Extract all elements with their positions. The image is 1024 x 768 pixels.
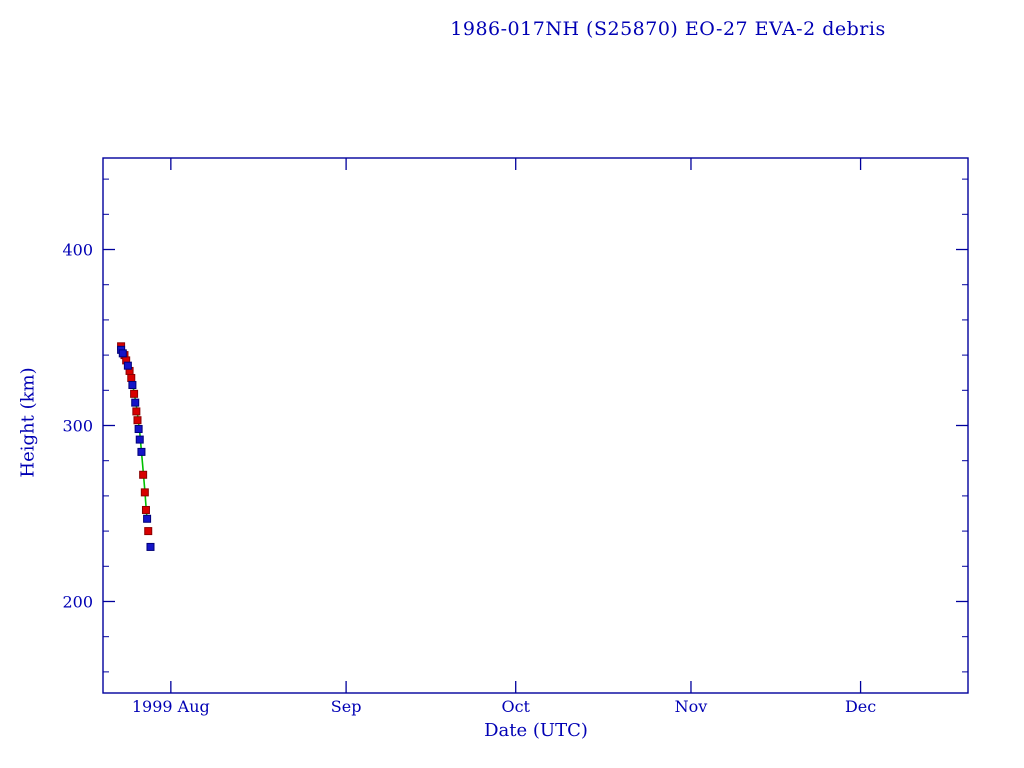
x-tick-label: Dec xyxy=(845,697,876,716)
data-point-perigee-height xyxy=(135,435,144,444)
y-tick-label: 400 xyxy=(62,241,93,260)
chart-title: 1986-017NH (S25870) EO-27 EVA-2 debris xyxy=(450,18,886,40)
data-point-apogee-height xyxy=(139,470,148,479)
data-point-perigee-height xyxy=(143,514,152,523)
y-axis-label: Height (km) xyxy=(17,367,39,478)
data-point-apogee-height xyxy=(133,416,142,425)
x-tick-label: Sep xyxy=(331,697,362,716)
data-point-perigee-height xyxy=(118,349,127,358)
data-point-perigee-height xyxy=(131,398,140,407)
x-tick-label: Oct xyxy=(501,697,530,716)
axis-frame xyxy=(102,157,969,694)
data-point-apogee-height xyxy=(144,527,153,536)
data-point-perigee-height xyxy=(137,447,146,456)
data-point-apogee-height xyxy=(127,373,136,382)
data-point-perigee-height xyxy=(134,425,143,434)
data-point-perigee-height xyxy=(128,381,137,390)
data-point-apogee-height xyxy=(141,505,150,514)
data-point-perigee-height xyxy=(123,361,132,370)
data-point-perigee-height xyxy=(146,542,155,551)
x-tick-label: 1999 Aug xyxy=(132,697,210,716)
y-tick-label: 300 xyxy=(62,417,93,436)
data-point-apogee-height xyxy=(132,407,141,416)
y-tick-label: 200 xyxy=(62,592,93,611)
x-tick-label: Nov xyxy=(675,697,708,716)
data-point-apogee-height xyxy=(140,488,149,497)
data-point-apogee-height xyxy=(130,389,139,398)
x-axis-label: Date (UTC) xyxy=(484,720,588,741)
